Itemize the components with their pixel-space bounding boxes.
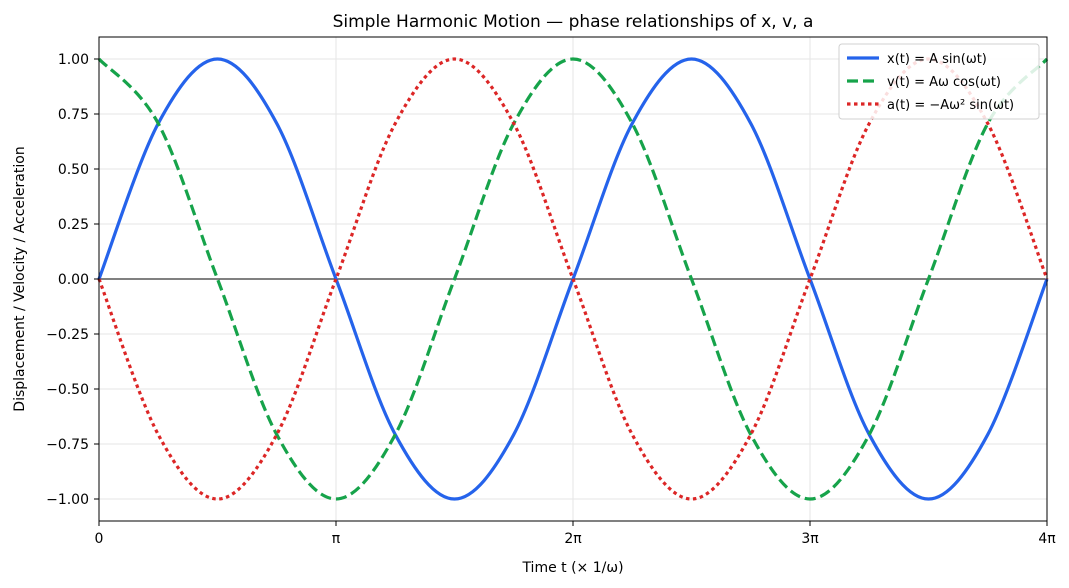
x-tick-label-3: 3π xyxy=(801,531,819,547)
ticks-layer: 0 π 2π 3π 4π 1.00 0.75 0.50 0.25 0.00 −0.25 −0.50 −0… xyxy=(46,52,1056,547)
y-tick-label-8: −1.00 xyxy=(46,492,89,508)
legend: x(t) = A sin(ωt) v(t) = Aω cos(ωt) a(t) = … xyxy=(838,43,1040,120)
legend-box xyxy=(838,43,1040,120)
y-tick-label-2: 0.50 xyxy=(58,162,89,178)
chart-title: Simple Harmonic Motion — phase relations… xyxy=(333,12,814,32)
y-tick-label-7: −0.75 xyxy=(46,437,89,453)
y-tick-label-6: −0.50 xyxy=(46,382,89,398)
y-axis-label: Displacement / Velocity / Acceleration xyxy=(12,146,28,411)
y-tick-label-3: 0.25 xyxy=(58,217,89,233)
series-line-2 xyxy=(97,57,1049,501)
x-axis-label: Time t (× 1/ω) xyxy=(521,560,623,576)
series-line-1 xyxy=(97,57,1049,501)
y-tick-label-4: 0.00 xyxy=(58,272,89,288)
legend-label-0: x(t) = A sin(ωt) xyxy=(887,52,987,67)
y-tick-label-5: −0.25 xyxy=(46,327,89,343)
y-tick-label-1: 0.75 xyxy=(58,107,89,123)
y-tick-label-0: 1.00 xyxy=(58,52,89,68)
x-tick-label-2: 2π xyxy=(564,531,582,547)
legend-label-1: v(t) = Aω cos(ωt) xyxy=(887,75,1001,90)
x-tick-label-1: π xyxy=(332,531,341,547)
x-tick-label-4: 4π xyxy=(1038,531,1056,547)
legend-label-2: a(t) = −Aω² sin(ωt) xyxy=(887,98,1014,113)
x-tick-label-0: 0 xyxy=(95,531,104,547)
series-layer xyxy=(97,57,1049,501)
